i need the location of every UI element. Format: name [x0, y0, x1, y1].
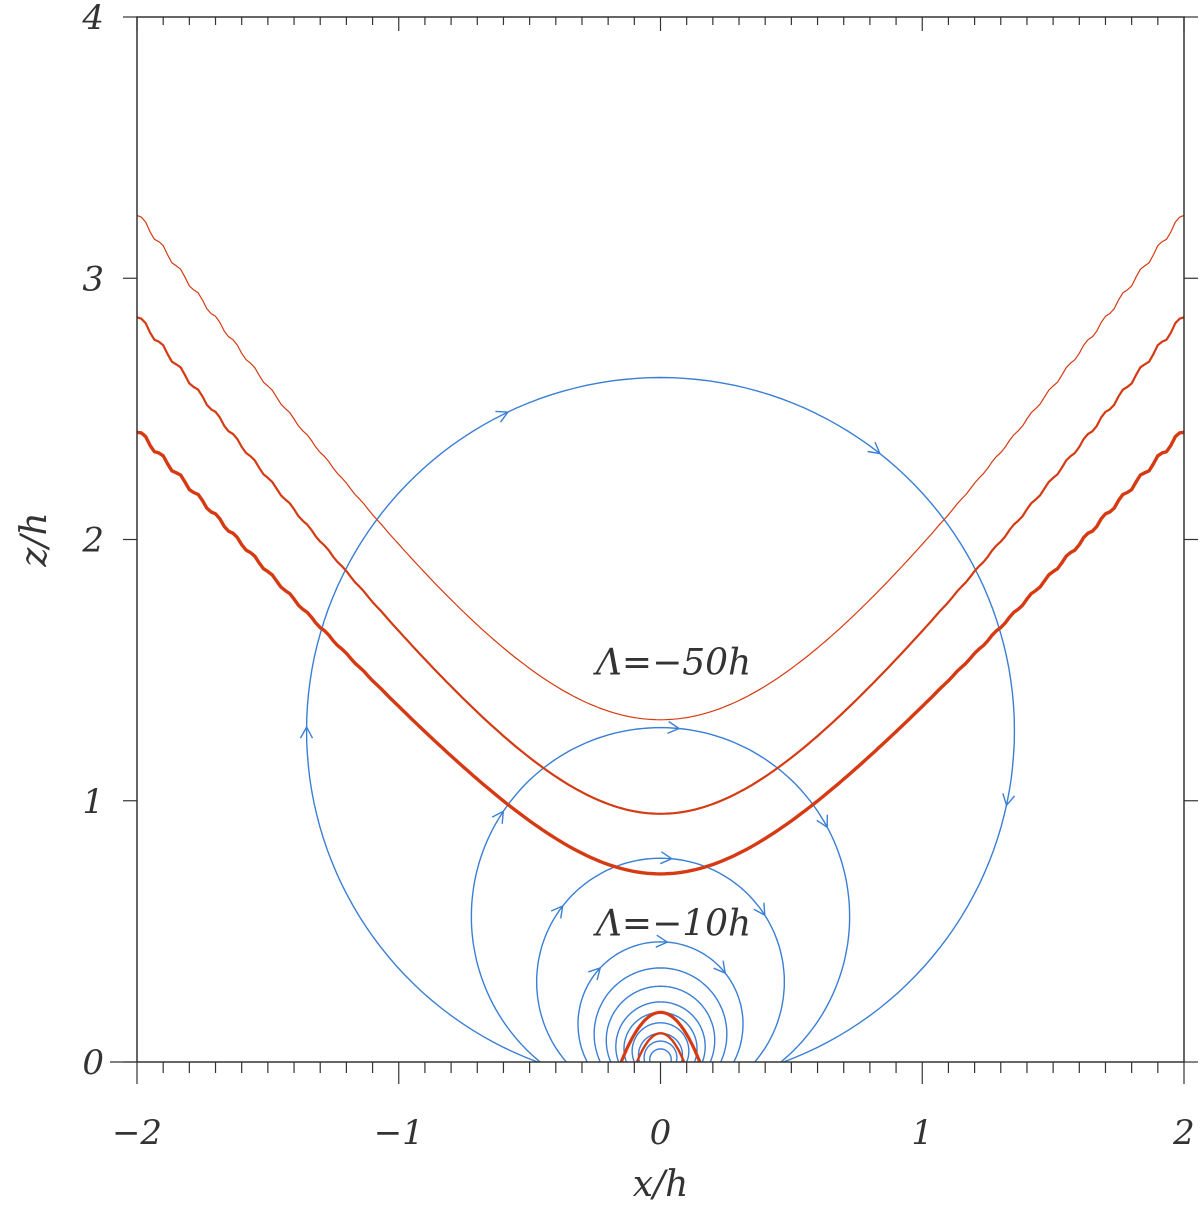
- field-line-arrow-3-3: [753, 902, 766, 917]
- field-line-arrow-2-3: [816, 814, 828, 829]
- field-line-9: [631, 1022, 690, 1063]
- field-line-arrow-3-2: [660, 851, 674, 865]
- y-tick-label: 2: [81, 521, 104, 561]
- x-tick-label: 2: [1172, 1113, 1195, 1153]
- field-line-arrow-4-1: [588, 966, 602, 981]
- field-line-5: [593, 967, 728, 1063]
- field-line-arrow-2-2: [667, 720, 681, 735]
- axis-labels: −2 −1 0 1 2 0 1 2 3 4 x/h z/h Λ=−50h Λ=−10h: [14, 0, 1195, 1205]
- x-tick-label: −2: [112, 1113, 162, 1153]
- field-line-4: [577, 941, 744, 1063]
- y-tick-label: 0: [82, 1043, 104, 1083]
- field-line-arrow-3-1: [550, 904, 564, 919]
- y-tick-label: 3: [82, 259, 104, 299]
- annotation-1: Λ=−50h: [593, 642, 751, 683]
- contour-3: [136, 430, 1185, 876]
- plot-area: [136, 214, 1185, 1063]
- field-line-arrow-4-2: [655, 934, 669, 948]
- field-line-arrow-1-3: [867, 441, 882, 455]
- x-axis-title: x/h: [633, 1164, 689, 1205]
- field-line-2: [470, 726, 851, 1063]
- contour-1: [136, 214, 1185, 721]
- field-line-arrow-1-1: [299, 725, 314, 739]
- field-line-arrow-2-1: [491, 810, 505, 824]
- field-line-arrow-1-2: [495, 410, 510, 423]
- x-tick-label: −1: [374, 1113, 424, 1153]
- field-line-3: [536, 857, 785, 1063]
- x-tick-label: 1: [911, 1113, 933, 1153]
- x-tick-label: 0: [650, 1113, 672, 1153]
- contour-5: [635, 1032, 686, 1063]
- axes-frame: [110, 16, 1198, 1084]
- field-line-arrow-4-3: [713, 960, 727, 975]
- y-axis-title: z/h: [14, 512, 55, 567]
- field-line-arrow-1-4: [1002, 793, 1016, 807]
- annotation-2: Λ=−10h: [593, 904, 751, 945]
- y-tick-label: 4: [81, 0, 104, 38]
- field-line-8: [623, 1011, 698, 1063]
- field-line-7: [615, 1001, 706, 1063]
- contour-4: [619, 1010, 702, 1063]
- y-tick-label: 1: [82, 782, 104, 822]
- field-line-12: [649, 1048, 672, 1063]
- field-line-6: [605, 985, 716, 1063]
- field-line-1: [305, 376, 1016, 1063]
- field-line-11: [643, 1040, 678, 1063]
- contour-2: [136, 316, 1185, 815]
